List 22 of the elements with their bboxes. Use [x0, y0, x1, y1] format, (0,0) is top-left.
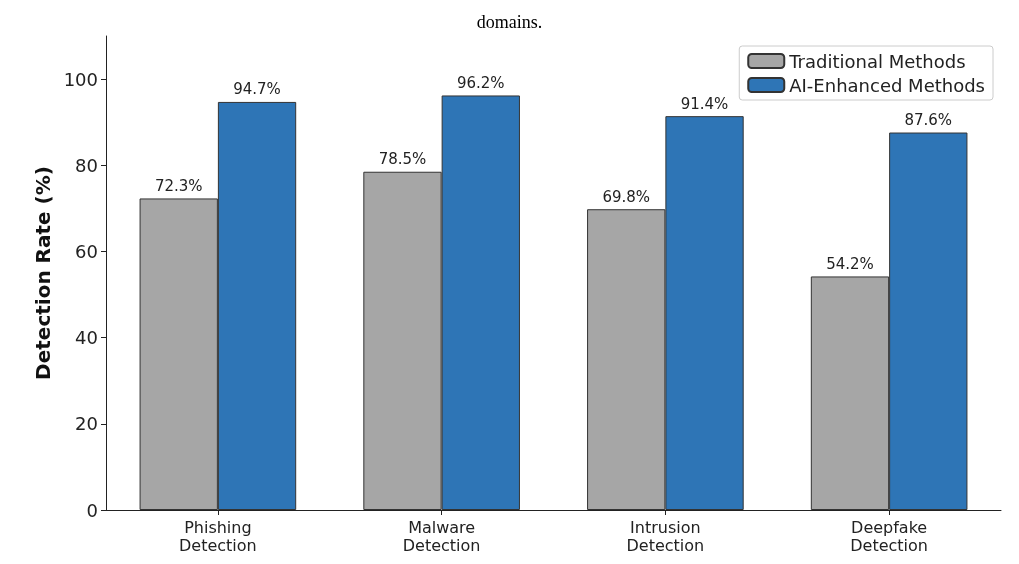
y-tick-label: 100 [63, 68, 98, 90]
chart-title: domains. [476, 12, 543, 32]
data-label: 69.8% [602, 187, 651, 206]
data-label: 87.6% [904, 111, 953, 130]
y-axis-title: Detection Rate (%) [30, 166, 55, 380]
y-tick-label: 60 [75, 240, 98, 262]
y-tick-label: 20 [75, 413, 98, 435]
x-tick-label: Deepfake Detection [850, 517, 928, 555]
x-tick-label: Phishing Detection [179, 517, 257, 555]
y-tick-label: 0 [86, 499, 98, 521]
legend-label: Traditional Methods [788, 50, 966, 72]
data-label: 91.4% [680, 94, 729, 113]
data-label: 96.2% [456, 73, 505, 92]
data-label: 78.5% [378, 150, 427, 169]
data-label: 54.2% [826, 254, 874, 273]
data-label: 72.3% [154, 176, 203, 195]
x-tick-label: Intrusion Detection [626, 517, 705, 555]
y-tick-label: 80 [75, 154, 98, 176]
x-tick-label: Malware Detection [402, 517, 481, 555]
y-tick-label: 40 [75, 327, 98, 349]
legend-label: AI-Enhanced Methods [789, 74, 985, 96]
data-label: 94.7% [233, 80, 281, 99]
